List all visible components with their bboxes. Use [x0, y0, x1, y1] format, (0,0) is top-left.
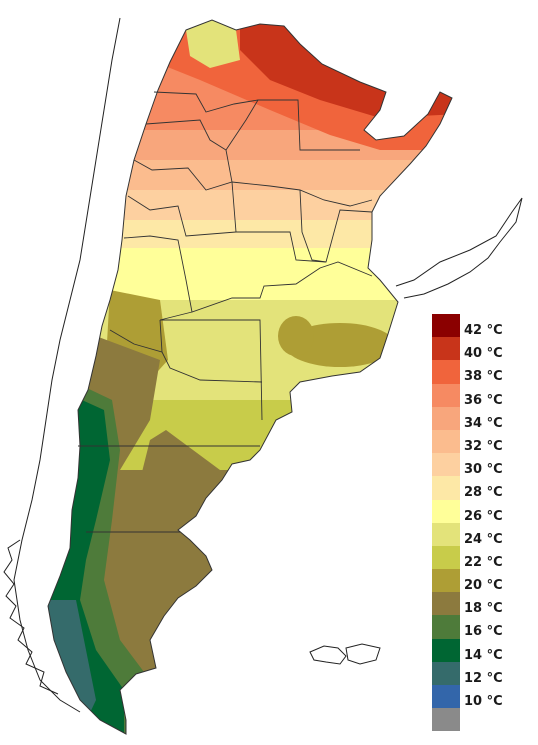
- legend-row: 26 °C: [432, 499, 532, 524]
- legend-swatch: [432, 638, 460, 662]
- legend-row: 32 °C: [432, 429, 532, 454]
- legend-label: 12 °C: [464, 670, 503, 686]
- legend-row: 18 °C: [432, 592, 532, 617]
- legend-row: 14 °C: [432, 638, 532, 663]
- legend-swatch: [432, 360, 460, 384]
- legend-label: 42 °C: [464, 323, 503, 338]
- legend-row: 36 °C: [432, 383, 532, 408]
- legend-swatch: [432, 685, 460, 709]
- legend-row: 24 °C: [432, 522, 532, 547]
- legend-row: 30 °C: [432, 453, 532, 478]
- uruguay-outline: [395, 197, 523, 299]
- legend-swatch: [432, 615, 460, 639]
- legend-row: 20 °C: [432, 569, 532, 594]
- legend-swatch: [432, 708, 460, 732]
- legend-row: 38 °C: [432, 360, 532, 385]
- temperature-legend: 42 °C 40 °C 38 °C 36 °C 34 °C 32 °C 30 °C 28 °C…: [432, 314, 532, 732]
- legend-swatch: [432, 661, 460, 685]
- legend-row: 40 °C: [432, 337, 532, 362]
- argentina-outline: [47, 19, 453, 735]
- legend-row: 12 °C: [432, 661, 532, 686]
- legend-label: 16 °C: [464, 624, 503, 640]
- legend-label: 40 °C: [464, 346, 503, 362]
- legend-swatch: [432, 522, 460, 546]
- legend-label: 34 °C: [464, 415, 503, 431]
- chile-coast-outline: [3, 17, 121, 713]
- legend-swatch: [432, 592, 460, 616]
- legend-swatch: [432, 476, 460, 500]
- legend-swatch: [432, 406, 460, 430]
- legend-row: 10 °C: [432, 685, 532, 709]
- legend-swatch: [432, 383, 460, 407]
- legend-swatch: [432, 453, 460, 477]
- legend-row: 28 °C: [432, 476, 532, 501]
- legend-swatch: [432, 545, 460, 570]
- legend-label: 28 °C: [464, 485, 503, 501]
- legend-label: 36 °C: [464, 392, 503, 408]
- legend-row: 22 °C: [432, 545, 532, 570]
- legend-label: 22 °C: [464, 554, 503, 570]
- legend-label: 18 °C: [464, 601, 503, 617]
- legend-row: 16 °C: [432, 615, 532, 640]
- legend-swatch: [432, 337, 460, 361]
- legend-row: 42 °C: [432, 314, 532, 338]
- legend-label: 30 °C: [464, 462, 503, 478]
- legend-swatch: [432, 569, 460, 593]
- legend-swatch: [432, 429, 460, 454]
- malvinas-islands: [309, 643, 381, 665]
- legend-swatch: [432, 499, 460, 523]
- legend-label: 10 °C: [464, 694, 503, 709]
- legend-swatch: [432, 314, 460, 338]
- legend-label: 24 °C: [464, 531, 503, 547]
- legend-label: 14 °C: [464, 647, 503, 663]
- legend-row: 34 °C: [432, 406, 532, 431]
- legend-label: 38 °C: [464, 369, 503, 385]
- province-borders: [78, 91, 373, 533]
- legend-row: [432, 708, 532, 732]
- legend-label: 26 °C: [464, 508, 503, 524]
- legend-label: 32 °C: [464, 438, 503, 454]
- legend-label: 20 °C: [464, 578, 503, 594]
